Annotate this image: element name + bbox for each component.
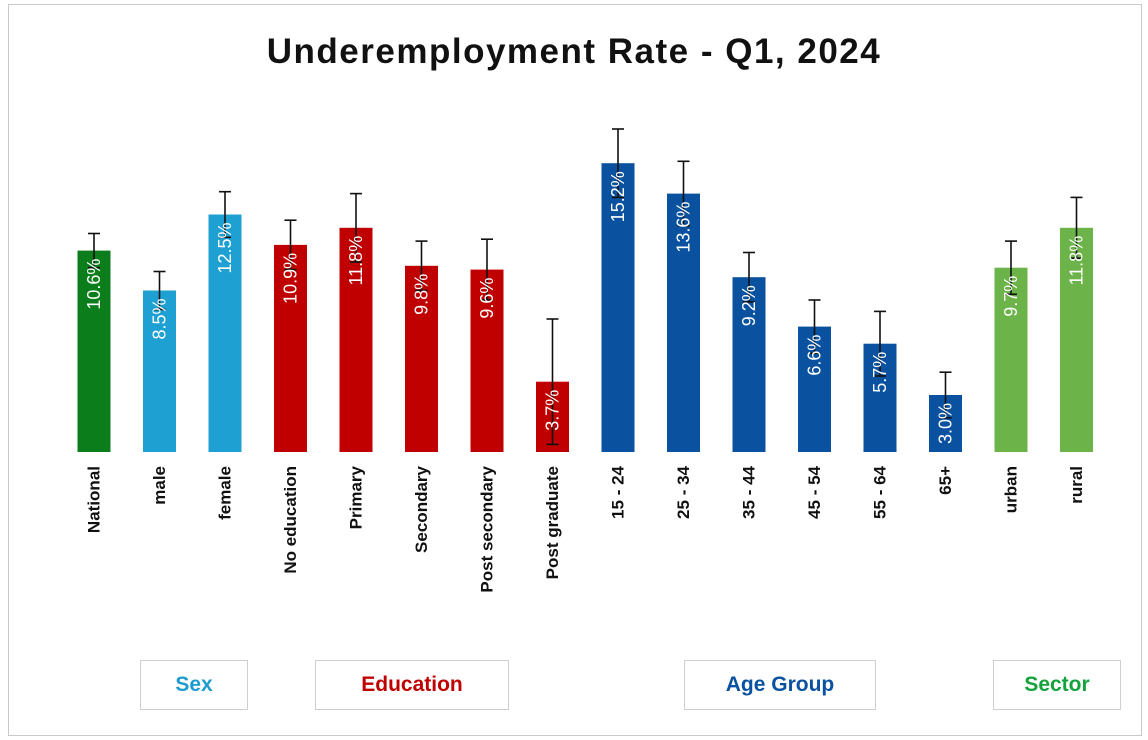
group-label-sex: Sex — [140, 660, 248, 710]
x-tick-label: 15 - 24 — [609, 465, 628, 518]
x-tick-label: Post graduate — [543, 466, 562, 579]
bar — [994, 267, 1028, 452]
x-tick-label: 25 - 34 — [674, 465, 693, 518]
data-label: 11.8% — [346, 236, 366, 286]
bar — [208, 214, 242, 452]
x-tick-label: Primary — [347, 465, 366, 529]
data-label: 3.0% — [936, 403, 956, 444]
data-label: 11.8% — [1067, 236, 1087, 286]
data-label: 15.2% — [608, 171, 628, 222]
group-label-education-text: Education — [361, 673, 463, 696]
bar — [339, 227, 373, 452]
x-tick-label: Post secondary — [478, 465, 497, 592]
data-label: 9.8% — [412, 274, 432, 315]
data-label: 9.7% — [1001, 276, 1021, 317]
group-label-education: Education — [315, 660, 509, 710]
group-label-age-group-text: Age Group — [725, 673, 835, 696]
data-label: 10.9% — [281, 253, 301, 304]
data-label: 10.6% — [84, 259, 104, 310]
bar — [143, 290, 176, 452]
data-label: 8.5% — [150, 299, 170, 340]
bar — [601, 163, 635, 452]
data-label: 6.6% — [805, 335, 825, 376]
data-label: 12.5% — [215, 223, 235, 274]
x-tick-label: Secondary — [412, 465, 431, 552]
x-tick-label: 35 - 44 — [740, 465, 759, 518]
x-tick-label: National — [85, 466, 104, 533]
x-tick-label: 65+ — [936, 466, 955, 495]
bar — [77, 250, 111, 452]
data-label: 13.6% — [674, 202, 694, 253]
bar — [274, 244, 307, 452]
x-tick-label: 45 - 54 — [805, 465, 824, 518]
x-tick-label: No education — [281, 466, 300, 574]
data-label: 9.2% — [739, 285, 759, 326]
chart-title: Underemployment Rate - Q1, 2024 — [266, 32, 882, 71]
group-label-sex-text: Sex — [175, 673, 213, 696]
chart-frame — [8, 4, 1142, 736]
group-label-age-group: Age Group — [684, 660, 876, 710]
x-tick-label: rural — [1067, 466, 1086, 504]
data-label: 3.7% — [543, 390, 563, 431]
x-tick-label: male — [150, 466, 169, 505]
data-label: 9.6% — [477, 278, 497, 319]
x-tick-label: 55 - 64 — [871, 465, 890, 518]
group-label-sector-text: Sector — [1024, 673, 1090, 696]
x-tick-label: urban — [1002, 466, 1021, 513]
bar — [1060, 227, 1093, 452]
data-label: 5.7% — [870, 352, 890, 393]
bar — [667, 193, 700, 452]
x-tick-label: female — [216, 466, 235, 520]
bar — [732, 277, 766, 452]
group-label-sector: Sector — [993, 660, 1121, 710]
bar — [405, 265, 438, 452]
